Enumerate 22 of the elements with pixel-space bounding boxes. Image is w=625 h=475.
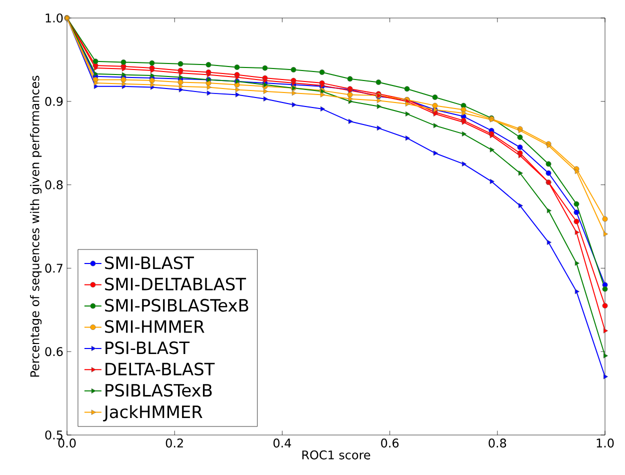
legend-label: SMI-DELTABLAST [105,278,246,290]
x-tick-label: 0.8 [488,438,506,448]
y-axis-title: Percentage of sequences with given performances [30,76,42,377]
x-tick-label: 0.6 [381,438,399,448]
y-tick-label: 0.8 [45,180,63,190]
x-tick-label: 0.2 [166,438,183,448]
legend-label: SMI-PSIBLASTexB [105,298,248,312]
legend-label: SMI-HMMER [105,320,204,333]
legend-label: SMI-BLAST [105,256,194,270]
y-tick-label: 0.7 [45,264,62,273]
y-tick-label: 1.0 [46,13,63,23]
x-tick-label: 0.0 [58,438,76,448]
y-tick-label: 0.9 [45,96,63,106]
y-tick-label: 0.6 [45,347,63,356]
legend-label: PSIBLASTexB [106,384,212,397]
legend-label: JackHMMER [103,405,202,422]
x-tick-label: 1.0 [596,438,614,448]
legend-label: DELTA-BLAST [106,362,215,376]
y-tick-label: 0.5 [45,430,62,440]
x-axis-title: ROC1 score [302,450,370,460]
x-tick-label: 0.4 [273,438,292,448]
legend-label: PSI-BLAST [106,341,190,354]
